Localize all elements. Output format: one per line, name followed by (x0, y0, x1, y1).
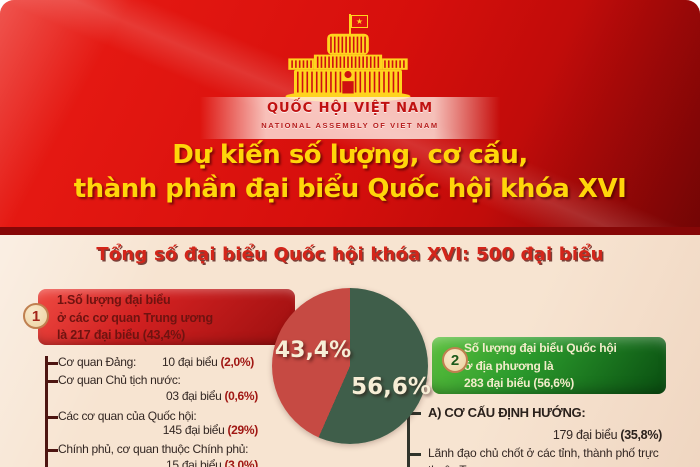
list-item: Các cơ quan của Quốc hội: (58, 409, 197, 423)
panel2-heading-line1: Số lượng đại biểu Quốc hội (464, 341, 617, 355)
page-title-line1: Dự kiến số lượng, cơ cấu, (172, 140, 528, 170)
section-a-desc-line1: Lãnh đạo chủ chốt ở các tỉnh, thành phố … (428, 446, 659, 460)
national-assembly-building-icon (285, 33, 411, 102)
panel1-number-badge: 1 (23, 303, 49, 329)
logo-band (200, 97, 500, 139)
panel2-heading: Số lượng đại biểu Quốc hội ở địa phương … (464, 340, 617, 393)
panel2-bracket-tick (407, 412, 421, 415)
section-a-desc-line2: thuộc Trung ương (428, 463, 521, 467)
list-item: Chính phủ, cơ quan thuộc Chính phủ: (58, 442, 249, 456)
logo-subtitle: NATIONAL ASSEMBLY OF VIET NAM (261, 121, 439, 130)
panel1-heading-line1: 1.Số lượng đại biểu (57, 293, 171, 307)
panel1-heading-line2: ở các cơ quan Trung ương (57, 310, 213, 325)
section-a-heading: A) CƠ CẤU ĐỊNH HƯỚNG: (428, 405, 586, 420)
panel1-heading: 1.Số lượng đại biểu ở các cơ quan Trung … (57, 292, 213, 345)
item-pct: (3,0%) (224, 458, 258, 467)
panel2-bracket-line (407, 392, 410, 467)
item-value: 145 đại biểu (29%) (162, 423, 259, 437)
section-a-pct: (35,8%) (620, 428, 662, 442)
pie-label-red-slice: 43,4% (274, 338, 352, 363)
panel2-bracket-tick (407, 453, 421, 456)
item-value: 10 đại biểu (2,0%) (162, 355, 254, 369)
panel2-heading-line3: 283 đại biểu (56,6%) (464, 376, 575, 390)
panel1-bracket-tick (45, 362, 58, 365)
list-item: Cơ quan Chủ tịch nước: (58, 373, 181, 387)
item-label: Cơ quan Đảng: (58, 355, 137, 369)
panel2-heading-line2: ở địa phương là (464, 358, 554, 373)
panel1-heading-line3: là 217 đại biểu (43,4%) (57, 328, 186, 342)
item-pct: (2,0%) (220, 355, 254, 369)
list-item: Cơ quan Đảng: 10 đại biểu (2,0%) (58, 355, 254, 370)
flag-pole (349, 14, 351, 34)
pie-chart (272, 288, 428, 444)
flag-star: ★ (355, 16, 364, 26)
item-pct: (29%) (227, 423, 258, 437)
pie-label-green-slice: 56,6% (351, 374, 431, 400)
panel1-bracket-line (45, 356, 48, 467)
summary-heading: Tổng số đại biểu Quốc hội khóa XVI: 500 … (96, 244, 604, 265)
item-value: 03 đại biểu (0,6%) (166, 389, 258, 403)
banner-bottom-strip (0, 227, 700, 235)
panel2-number-badge: 2 (442, 347, 468, 373)
panel1-header-box (38, 289, 295, 345)
item-value: 15 đại biểu (3,0%) (58, 458, 258, 467)
panel1-bracket-tick (45, 449, 58, 452)
item-pct: (0,6%) (224, 389, 258, 403)
vietnam-flag-icon: ★ (351, 15, 368, 28)
section-a-value: 179 đại biểu (35,8%) (552, 428, 662, 442)
page-title-line2: thành phần đại biểu Quốc hội khóa XVI (73, 174, 627, 204)
panel1-bracket-tick (45, 416, 58, 419)
panel1-bracket-tick (45, 380, 58, 383)
panel2-header-box (432, 337, 666, 394)
logo-title: QUỐC HỘI VIỆT NAM (266, 101, 434, 116)
